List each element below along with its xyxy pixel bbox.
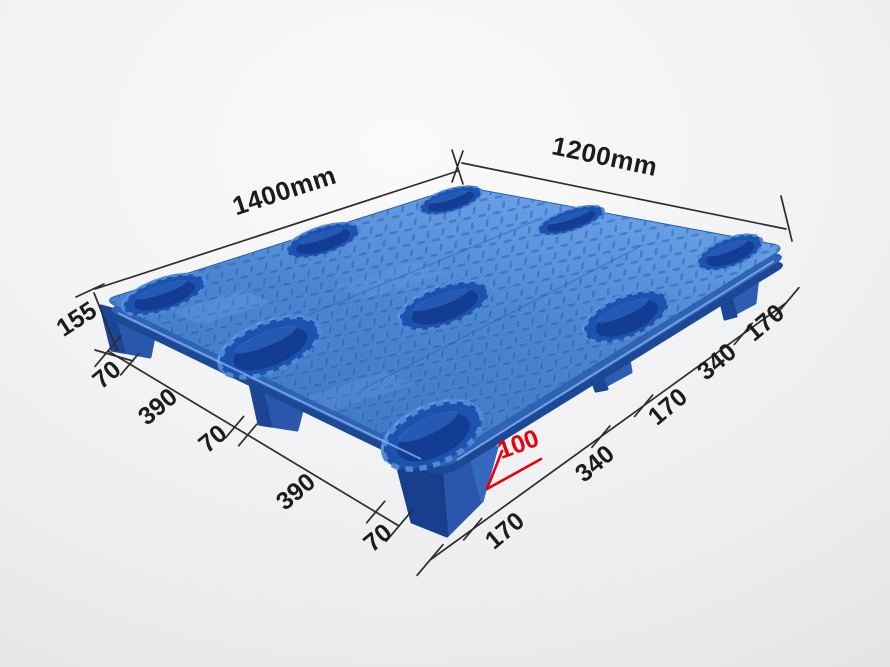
tick-mark xyxy=(780,195,793,242)
tick-mark xyxy=(224,415,245,439)
dimension-line xyxy=(93,292,118,351)
tick-mark xyxy=(237,423,258,447)
tick-mark xyxy=(365,500,386,524)
deck-smooth-patch xyxy=(172,290,272,325)
tick-mark xyxy=(462,517,483,541)
tick-mark xyxy=(416,543,444,577)
tick-mark xyxy=(772,286,800,320)
dimension-line xyxy=(107,350,400,527)
tick-mark xyxy=(385,509,413,543)
tick-mark xyxy=(451,150,464,183)
deck-smooth-patch xyxy=(295,372,415,413)
foot-height-leader xyxy=(485,457,543,491)
foot-height-line xyxy=(485,449,504,491)
deck-lip-highlight-left xyxy=(117,312,422,460)
pallet-foot-west-shade xyxy=(99,304,126,354)
dimension-line xyxy=(429,302,787,561)
tick-mark xyxy=(75,283,105,298)
tick-mark xyxy=(733,322,754,346)
dimension-line xyxy=(461,162,787,230)
tick-mark xyxy=(119,352,140,376)
tick-mark xyxy=(633,394,654,418)
tick-mark xyxy=(94,334,122,368)
deck-lip-highlight-right xyxy=(456,260,775,461)
dimension-line xyxy=(94,170,459,290)
tick-mark xyxy=(591,425,611,449)
deck-seam xyxy=(360,244,644,391)
